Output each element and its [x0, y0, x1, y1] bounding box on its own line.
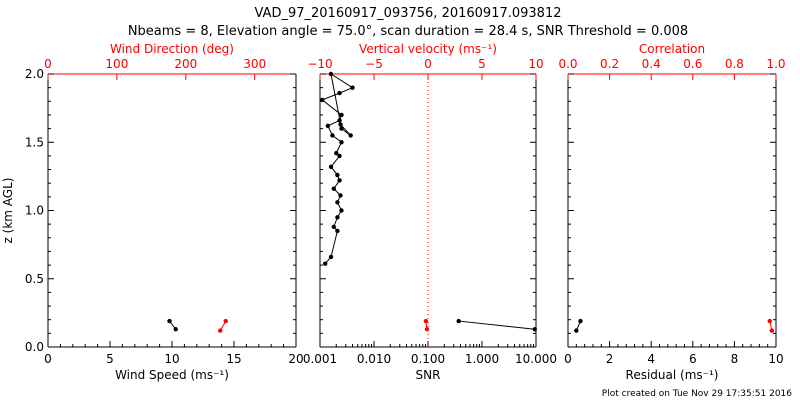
- data-point: [173, 327, 178, 332]
- figure-title-line1: VAD_97_20160917_093756, 20160917.093812: [255, 6, 562, 21]
- y-tick-label: 0.0: [25, 340, 44, 354]
- x-tick-label: 6: [689, 352, 697, 366]
- x2-tick-label: 0.8: [725, 57, 744, 71]
- data-point: [320, 97, 325, 103]
- data-point: [325, 123, 331, 129]
- x2-tick-label: 100: [105, 57, 128, 71]
- y-tick-label: 2.0: [25, 67, 44, 81]
- data-point: [339, 112, 344, 118]
- x-tick-label: 20: [288, 352, 303, 366]
- x-tick-label: 10: [768, 352, 783, 366]
- data-point: [339, 126, 344, 131]
- x-axis-label: Wind Speed (ms⁻¹): [115, 368, 229, 382]
- data-point: [331, 186, 336, 191]
- x-tick-label: 10: [164, 352, 179, 366]
- x-tick-label: 0.100: [411, 352, 445, 366]
- x2-tick-label: 300: [243, 57, 266, 71]
- panel-residual: 0 2 4 6 8 10 Residual (ms⁻¹) 0.0 0.2 0.4 0.6 0.8 1.0…: [558, 42, 785, 382]
- y-tick-label: 1.5: [25, 135, 44, 149]
- x-axis-label: SNR: [416, 368, 441, 382]
- data-point: [334, 150, 339, 156]
- data-point: [769, 328, 775, 333]
- data-point: [423, 318, 429, 324]
- data-point: [339, 140, 344, 145]
- x2-tick-label: 0: [424, 57, 432, 71]
- data-point: [337, 90, 342, 96]
- data-point: [331, 224, 336, 230]
- x2-tick-label: 0.2: [600, 57, 619, 71]
- x-tick-label: 2: [606, 352, 614, 366]
- data-point: [223, 318, 228, 324]
- x2-tick-label: 0: [44, 57, 52, 71]
- x-tick-label: 4: [647, 352, 655, 366]
- x2-tick-label: 200: [174, 57, 197, 71]
- x-tick-label: 10.000: [515, 352, 557, 366]
- x-tick-label: 0.010: [357, 352, 391, 366]
- data-point: [218, 328, 223, 333]
- panel-snr: 0.001 0.010 0.100 1.000 10.000 SNR −10 −5 0 5 10 Ve…: [303, 42, 557, 382]
- panel-wind: 0.0 0.5 1.0 1.5 2.0 z (km AGL) 0 5 10 15 20 Wind Sp…: [1, 42, 304, 382]
- x2-tick-label: 1.0: [766, 57, 785, 71]
- data-point: [337, 178, 342, 183]
- series-line: [321, 72, 354, 265]
- x-tick-label: 0: [44, 352, 52, 366]
- data-point: [578, 318, 583, 324]
- x2-tick-label: 0.6: [683, 57, 702, 71]
- data-point: [574, 328, 579, 333]
- figure-title-line2: Nbeams = 8, Elevation angle = 75.0°, sca…: [128, 24, 688, 39]
- x-tick-label: 8: [731, 352, 739, 366]
- x-tick-label: 0: [564, 352, 572, 366]
- data-point: [335, 215, 340, 220]
- x2-tick-label: −10: [307, 57, 332, 71]
- x-tick-label: 1.000: [465, 352, 499, 366]
- x-tick-label: 0.001: [303, 352, 337, 366]
- data-point: [335, 200, 340, 205]
- data-point: [330, 133, 335, 138]
- data-point: [532, 327, 537, 332]
- data-point: [335, 172, 340, 178]
- x2-axis-label: Vertical velocity (ms⁻¹): [359, 42, 497, 56]
- data-point: [323, 261, 328, 266]
- data-point: [337, 153, 342, 159]
- x2-tick-label: 5: [478, 57, 486, 71]
- x-axis-label: Residual (ms⁻¹): [626, 368, 719, 382]
- data-point: [328, 254, 334, 260]
- x2-tick-label: 0.4: [642, 57, 661, 71]
- x-tick-label: 15: [226, 352, 241, 366]
- data-point: [348, 133, 353, 138]
- data-point: [767, 318, 772, 324]
- data-point: [338, 193, 343, 198]
- y-axis-label: z (km AGL): [1, 178, 15, 244]
- x2-tick-label: 10: [528, 57, 543, 71]
- x2-tick-label: 0.0: [558, 57, 577, 71]
- y-tick-label: 0.5: [25, 272, 44, 286]
- figure-footer: Plot created on Tue Nov 29 17:35:51 2016: [602, 389, 792, 399]
- y-tick-label: 1.0: [25, 204, 44, 218]
- data-point: [335, 228, 340, 234]
- data-point: [328, 71, 334, 77]
- data-point: [328, 164, 334, 170]
- data-point: [167, 318, 172, 324]
- x2-axis-label: Correlation: [639, 42, 705, 56]
- data-point: [350, 85, 355, 90]
- x-tick-label: 5: [106, 352, 114, 366]
- data-point: [337, 118, 342, 123]
- x2-tick-label: −5: [365, 57, 383, 71]
- data-point: [424, 327, 430, 332]
- data-point: [339, 208, 344, 213]
- series-line: [458, 320, 535, 330]
- data-point: [338, 122, 343, 127]
- data-point: [456, 318, 461, 324]
- x2-axis-label: Wind Direction (deg): [110, 42, 234, 56]
